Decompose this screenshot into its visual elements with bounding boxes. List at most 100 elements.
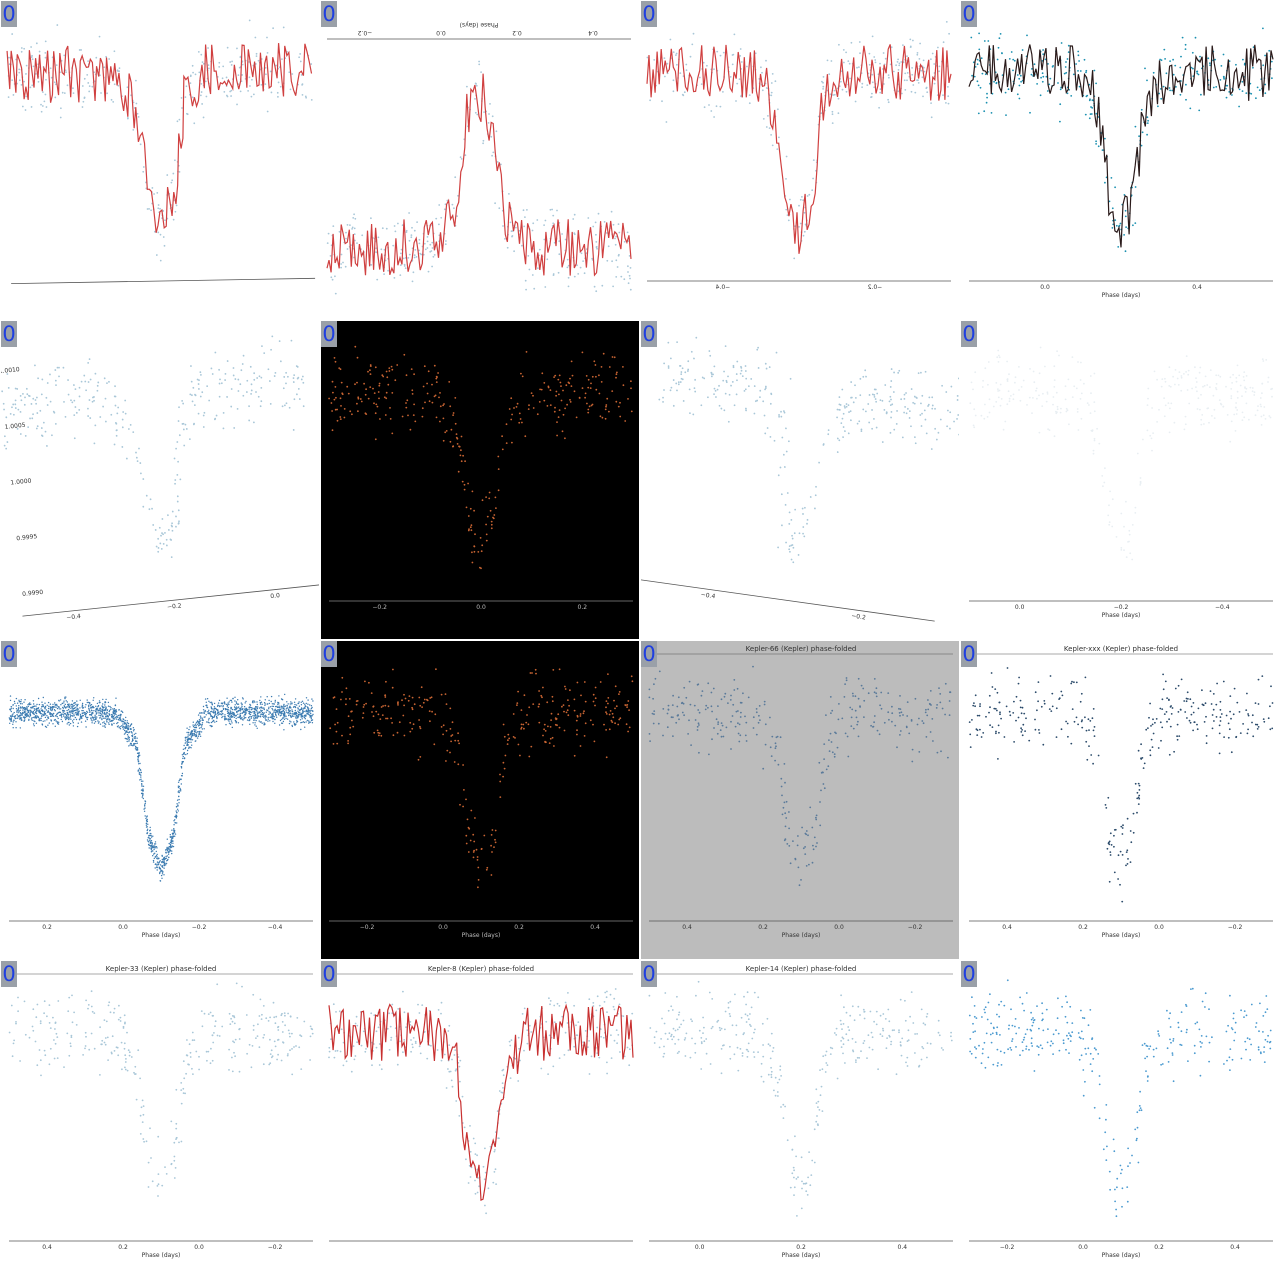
y-tick-label: 1.0000	[10, 477, 32, 486]
data-point	[1253, 391, 1256, 394]
data-point	[93, 722, 96, 724]
data-point	[691, 43, 694, 46]
data-point	[938, 70, 940, 73]
data-point	[105, 55, 107, 58]
data-point	[301, 713, 303, 715]
data-point	[340, 381, 343, 384]
data-point	[44, 716, 47, 719]
data-point	[1207, 57, 1210, 60]
data-point	[806, 518, 809, 521]
data-point	[793, 532, 796, 535]
data-point	[114, 385, 116, 388]
data-point	[353, 213, 355, 216]
data-point	[249, 703, 251, 706]
data-point	[309, 704, 311, 706]
data-point	[841, 417, 844, 420]
data-point	[14, 702, 16, 705]
data-point	[248, 712, 250, 715]
data-point	[1234, 406, 1237, 409]
data-point	[56, 707, 59, 710]
data-point	[166, 174, 169, 176]
data-point	[202, 116, 205, 119]
data-point	[439, 392, 441, 394]
data-point	[1186, 389, 1189, 391]
data-point	[972, 61, 975, 64]
data-point	[346, 224, 349, 226]
data-point	[458, 445, 460, 448]
data-point	[305, 710, 307, 712]
data-point	[794, 508, 797, 511]
data-point	[444, 203, 447, 206]
data-point	[145, 494, 148, 497]
data-point	[1264, 83, 1267, 86]
data-point	[194, 394, 197, 397]
data-point	[567, 264, 570, 267]
data-point	[260, 83, 263, 86]
data-point	[978, 48, 981, 51]
data-point	[934, 427, 937, 430]
data-point	[186, 736, 188, 738]
data-point	[304, 718, 306, 720]
data-point	[186, 113, 189, 116]
data-point	[203, 728, 205, 730]
data-point	[222, 65, 225, 68]
data-point	[399, 264, 402, 267]
data-point	[60, 704, 62, 706]
data-point	[88, 705, 90, 708]
data-point	[1215, 388, 1218, 391]
data-point	[158, 867, 161, 869]
tile-index-label: 0	[321, 321, 337, 347]
data-point	[354, 383, 356, 386]
data-point	[172, 172, 175, 175]
data-point	[286, 701, 288, 703]
data-point	[368, 681, 370, 684]
data-point	[587, 408, 590, 411]
data-point	[178, 802, 180, 804]
data-point	[113, 395, 116, 398]
data-point	[56, 703, 58, 706]
data-point	[272, 705, 275, 708]
data-point	[106, 718, 108, 720]
data-point	[298, 705, 301, 707]
data-point	[896, 410, 898, 412]
data-point	[229, 699, 231, 702]
data-point	[785, 450, 788, 453]
data-point	[200, 91, 203, 93]
data-point	[179, 789, 182, 791]
data-point	[1000, 398, 1003, 400]
data-point	[385, 397, 388, 400]
data-point	[942, 94, 944, 97]
data-point	[298, 711, 300, 714]
data-point	[290, 715, 292, 718]
data-point	[620, 275, 623, 278]
data-point	[937, 46, 939, 49]
binned-series-line	[6, 43, 313, 233]
data-point	[1089, 113, 1092, 115]
data-point	[23, 701, 25, 703]
data-point	[1006, 360, 1008, 363]
data-point	[248, 717, 250, 719]
data-point	[970, 36, 973, 39]
data-point	[788, 548, 791, 551]
data-point	[340, 698, 342, 701]
data-point	[253, 372, 256, 375]
data-point	[169, 834, 171, 836]
data-point	[698, 76, 701, 79]
data-point	[502, 723, 505, 726]
data-point	[206, 698, 209, 700]
data-point	[234, 696, 236, 698]
data-point	[40, 427, 43, 429]
data-point	[228, 703, 230, 706]
data-point	[213, 711, 215, 714]
data-point	[12, 707, 14, 710]
data-point	[365, 702, 367, 705]
data-point	[299, 719, 302, 721]
data-point	[76, 706, 78, 708]
data-point	[35, 402, 38, 405]
data-point	[1042, 49, 1044, 51]
data-point	[865, 375, 867, 378]
data-point	[778, 136, 780, 139]
data-point	[73, 718, 75, 721]
data-point	[745, 377, 748, 380]
data-point	[72, 708, 74, 710]
